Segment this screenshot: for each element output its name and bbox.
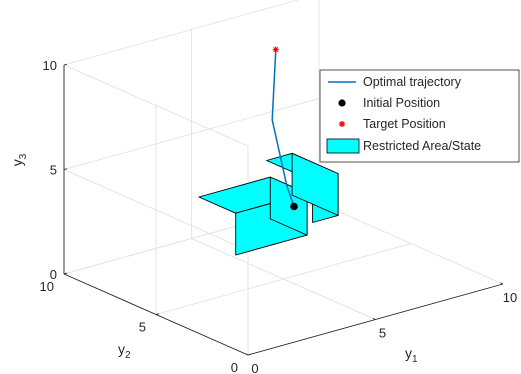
x-axis-label: y1 (405, 345, 418, 365)
legend-label-initial: Initial Position (363, 96, 440, 110)
x-tick-0 (245, 353, 249, 356)
z-tick-0 (63, 272, 68, 275)
x-tick-label-10: 10 (503, 290, 517, 305)
grid-z-back-10 (63, 0, 299, 66)
grid-z-back-5 (63, 98, 320, 170)
x-tick-10 (500, 282, 504, 285)
x-tick-5 (372, 317, 376, 320)
y-axis-label: y2 (118, 341, 131, 361)
z-tick-5 (63, 168, 68, 170)
grid-z-side-10 (63, 64, 249, 147)
legend-label-target: Target Position (363, 117, 446, 131)
z-tick-label-0: 0 (50, 267, 57, 282)
axis-lines (63, 63, 504, 356)
legend-swatch-restricted (326, 138, 360, 154)
restricted-box-1 (266, 152, 339, 223)
grid-z-side-5 (63, 169, 249, 251)
z-tick-label-5: 5 (50, 163, 57, 178)
y-tick-label-5: 5 (139, 320, 146, 335)
restricted-box-1-side (291, 152, 339, 216)
x-tick-label-0: 0 (251, 361, 258, 374)
y-tick-label-10: 10 (40, 279, 54, 294)
z-tick-10 (63, 63, 68, 66)
axes-back-panes (64, 0, 503, 355)
restricted-boxes (198, 152, 339, 256)
x-tick-label-5: 5 (379, 326, 386, 341)
z-axis-label: y3 (9, 153, 29, 166)
y-tick-5 (155, 313, 160, 315)
grid-y-floor-5 (155, 243, 412, 315)
legend: Optimal trajectory Initial Position Targ… (319, 69, 520, 163)
z-tick-label-10: 10 (43, 58, 57, 73)
y-tick-label-0: 0 (231, 360, 238, 374)
marker-target (272, 46, 279, 53)
y-tick-0 (247, 353, 252, 356)
series-trajectory (271, 49, 295, 207)
legend-swatch-initial (338, 99, 346, 107)
trajectory-series (271, 49, 295, 207)
legend-label-trajectory: Optimal trajectory (363, 75, 462, 89)
legend-swatch-target (339, 121, 345, 127)
legend-label-restricted: Restricted Area/State (363, 139, 481, 153)
position-markers (272, 46, 298, 211)
marker-initial (290, 202, 298, 211)
